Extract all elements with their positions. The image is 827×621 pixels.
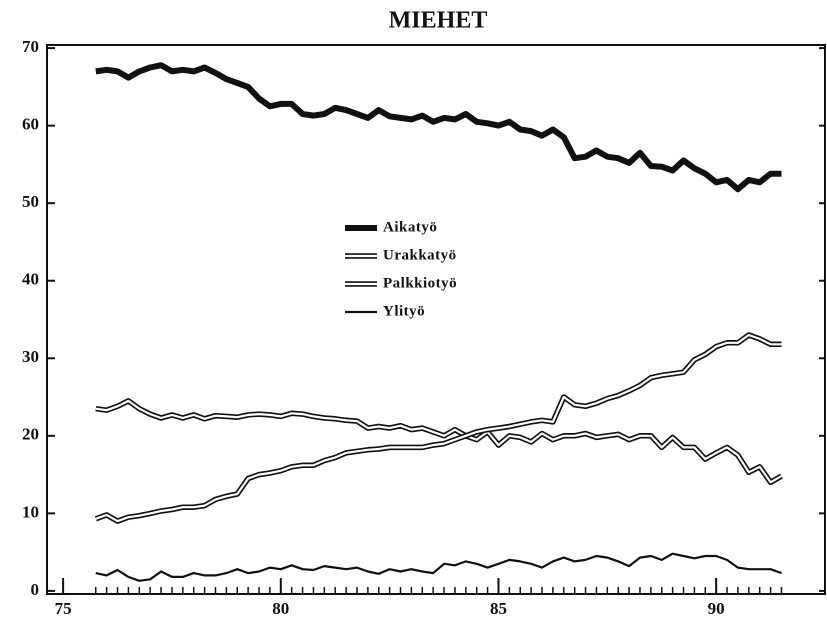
plot-frame — [46, 44, 826, 595]
legend-label: Ylityö — [383, 303, 425, 319]
y-tick-label: 30 — [22, 347, 39, 366]
y-tick-label: 40 — [22, 270, 39, 289]
chart-title: MIEHET — [389, 8, 488, 34]
y-tick-label: 20 — [22, 425, 39, 444]
series-line — [95, 552, 782, 582]
y-tick-label: 50 — [22, 192, 39, 211]
series-line — [95, 62, 782, 193]
y-tick-label: 0 — [31, 580, 40, 599]
x-tick-label: 80 — [272, 599, 289, 618]
series-line — [95, 399, 783, 484]
series-line — [95, 333, 782, 523]
y-tick-label: 10 — [22, 502, 39, 521]
x-tick-label: 85 — [490, 599, 507, 618]
x-tick-label: 90 — [708, 599, 725, 618]
legend-label: Aikatyö — [383, 219, 437, 235]
legend-label: Palkkiotyö — [383, 275, 457, 291]
series-line — [94, 332, 782, 524]
y-tick-label: 60 — [22, 115, 39, 134]
y-tick-label: 70 — [22, 37, 39, 56]
legend-label: Urakkatyö — [383, 247, 457, 263]
x-tick-label: 75 — [55, 599, 72, 618]
